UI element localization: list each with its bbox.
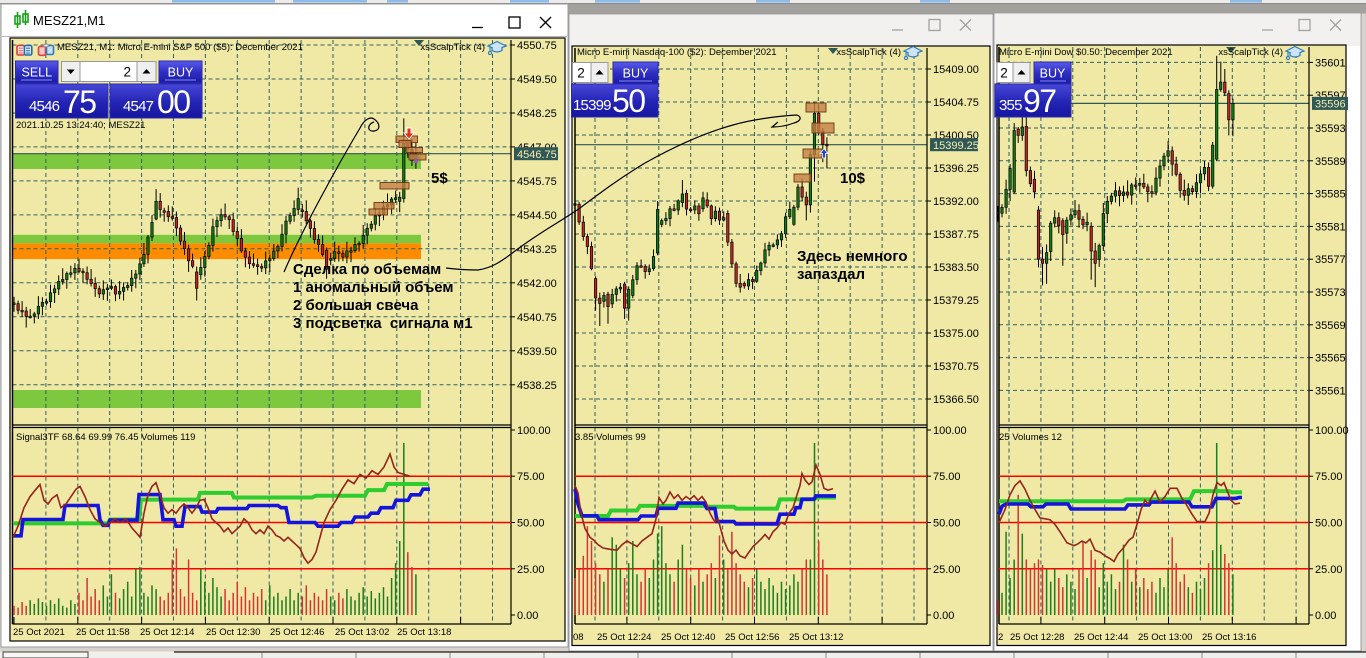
svg-text:BUY: BUY — [623, 67, 649, 81]
svg-text:0.00: 0.00 — [933, 610, 954, 622]
svg-text:355: 355 — [999, 97, 1022, 114]
svg-text:25 Oct 12:56: 25 Oct 12:56 — [725, 632, 779, 643]
svg-text:25 Oct 12:40: 25 Oct 12:40 — [661, 632, 715, 643]
svg-text:Signal3TF 68.64 69.99 76.45 Vo: Signal3TF 68.64 69.99 76.45 Volumes 119 — [16, 432, 195, 443]
svg-text:35581: 35581 — [1315, 221, 1346, 233]
svg-text:15396.25: 15396.25 — [933, 163, 979, 175]
svg-text:100.00: 100.00 — [933, 425, 967, 437]
svg-text:Micro E-mini Nasdaq-100 ($2):: Micro E-mini Nasdaq-100 ($2): December 2… — [577, 47, 777, 58]
svg-text:4548.25: 4548.25 — [517, 108, 557, 120]
svg-text:2: 2 — [998, 632, 1003, 643]
svg-text:25 Oct 12:30: 25 Oct 12:30 — [206, 627, 260, 638]
svg-text:15409.00: 15409.00 — [933, 64, 979, 76]
svg-text:25 Oct 13:18: 25 Oct 13:18 — [397, 627, 451, 638]
svg-text:35589: 35589 — [1315, 156, 1346, 168]
svg-text:MESZ21,M1: MESZ21,M1 — [33, 13, 105, 28]
svg-text:4539.50: 4539.50 — [517, 346, 557, 358]
svg-text:4538.25: 4538.25 — [517, 380, 557, 392]
svg-text:MESZ21, M1: Micro E-mini S&P: MESZ21, M1: Micro E-mini S&P 500 ($5): D… — [57, 42, 303, 53]
svg-text:15366.50: 15366.50 — [933, 394, 979, 406]
svg-text:15399.25: 15399.25 — [933, 140, 979, 152]
svg-text:15370.75: 15370.75 — [933, 361, 979, 373]
svg-text:25 Volumes 12: 25 Volumes 12 — [999, 432, 1062, 443]
svg-text:0.00: 0.00 — [1315, 610, 1336, 622]
svg-text:4550.75: 4550.75 — [517, 40, 557, 52]
svg-text:75: 75 — [63, 84, 96, 120]
svg-text:25 Oct 12:14: 25 Oct 12:14 — [140, 627, 194, 638]
svg-text:75.00: 75.00 — [517, 471, 545, 483]
svg-text:50.00: 50.00 — [517, 518, 545, 530]
svg-text:25.00: 25.00 — [933, 564, 961, 576]
svg-text:08: 08 — [573, 632, 584, 643]
svg-text:2021.10.25 13:24:40; MESZ21: 2021.10.25 13:24:40; MESZ21 — [16, 120, 145, 131]
svg-text:3 подсветка сигнала м1: 3 подсветка сигнала м1 — [293, 315, 473, 332]
svg-text:15383.50: 15383.50 — [933, 262, 979, 274]
svg-text:25 Oct 13:00: 25 Oct 13:00 — [1138, 632, 1192, 643]
svg-text:2: 2 — [1000, 66, 1008, 81]
svg-text:00: 00 — [157, 84, 190, 120]
svg-text:xsScalpTick (4): xsScalpTick (4) — [420, 42, 485, 53]
svg-text:25 Oct 13:02: 25 Oct 13:02 — [335, 627, 389, 638]
svg-text:25 Oct 2021: 25 Oct 2021 — [13, 627, 65, 638]
svg-text:BUY: BUY — [168, 66, 194, 80]
svg-text:1 аномальный объем: 1 аномальный объем — [293, 279, 454, 296]
svg-text:4545.75: 4545.75 — [517, 176, 557, 188]
svg-text:100.00: 100.00 — [517, 425, 551, 437]
svg-text:25 Oct 12:28: 25 Oct 12:28 — [1010, 632, 1064, 643]
svg-text:50.00: 50.00 — [1315, 518, 1343, 530]
svg-text:Здесь немного: Здесь немного — [797, 248, 908, 265]
svg-text:10$: 10$ — [840, 170, 866, 187]
svg-text:2 большая свеча: 2 большая свеча — [293, 297, 419, 314]
svg-text:25 Oct 13:16: 25 Oct 13:16 — [1202, 632, 1256, 643]
svg-text:15399: 15399 — [573, 97, 611, 114]
svg-text:5$: 5$ — [431, 170, 448, 187]
svg-text:4542.00: 4542.00 — [517, 278, 557, 290]
svg-text:35593: 35593 — [1315, 123, 1346, 135]
svg-text:4546: 4546 — [29, 98, 60, 115]
svg-text:4540.75: 4540.75 — [517, 312, 557, 324]
svg-text:25 Oct 12:24: 25 Oct 12:24 — [597, 632, 651, 643]
svg-text:35573: 35573 — [1315, 287, 1346, 299]
svg-text:50: 50 — [612, 83, 645, 119]
svg-text:4549.50: 4549.50 — [517, 74, 557, 86]
svg-text:15387.75: 15387.75 — [933, 229, 979, 241]
svg-text:0.00: 0.00 — [517, 610, 538, 622]
svg-text:25 Oct 12:46: 25 Oct 12:46 — [270, 627, 324, 638]
svg-text:35577: 35577 — [1315, 254, 1346, 266]
svg-text:4547: 4547 — [123, 98, 154, 115]
svg-text:Сделка по объемам: Сделка по объемам — [293, 261, 441, 278]
svg-text:75.00: 75.00 — [933, 471, 961, 483]
svg-text:35561: 35561 — [1315, 385, 1346, 397]
svg-text:4543.25: 4543.25 — [517, 244, 557, 256]
svg-text:25 Oct 12:44: 25 Oct 12:44 — [1074, 632, 1128, 643]
svg-text:100.00: 100.00 — [1315, 425, 1349, 437]
svg-text:2: 2 — [577, 66, 585, 81]
svg-text:35585: 35585 — [1315, 189, 1346, 201]
svg-text:25 Oct 11:58: 25 Oct 11:58 — [76, 627, 130, 638]
svg-text:35596: 35596 — [1315, 99, 1346, 111]
svg-text:4544.50: 4544.50 — [517, 210, 557, 222]
svg-text:25 Oct 13:12: 25 Oct 13:12 — [789, 632, 843, 643]
svg-text:35565: 35565 — [1315, 353, 1346, 365]
svg-text:97: 97 — [1023, 83, 1056, 119]
svg-text:2: 2 — [123, 65, 131, 80]
svg-text:запаздал: запаздал — [797, 266, 865, 283]
svg-text:15404.75: 15404.75 — [933, 97, 979, 109]
svg-text:50.00: 50.00 — [933, 518, 961, 530]
svg-text:Micro E-mini Dow $0.50: Decemb: Micro E-mini Dow $0.50: December 2021 — [999, 47, 1173, 58]
svg-text:25.00: 25.00 — [1315, 564, 1343, 576]
svg-text:35569: 35569 — [1315, 320, 1346, 332]
svg-text:3.85 Volumes 99: 3.85 Volumes 99 — [575, 432, 646, 443]
svg-text:4546.75: 4546.75 — [517, 149, 557, 161]
svg-text:15379.25: 15379.25 — [933, 295, 979, 307]
svg-text:xsScalpTick (4): xsScalpTick (4) — [836, 47, 901, 58]
svg-text:15375.00: 15375.00 — [933, 328, 979, 340]
svg-text:15392.00: 15392.00 — [933, 196, 979, 208]
svg-text:xsScalpTick (4): xsScalpTick (4) — [1218, 47, 1283, 58]
svg-text:25.00: 25.00 — [517, 564, 545, 576]
svg-text:SELL: SELL — [22, 66, 53, 80]
svg-text:75.00: 75.00 — [1315, 471, 1343, 483]
svg-text:BUY: BUY — [1040, 67, 1066, 81]
svg-text:35601: 35601 — [1315, 57, 1346, 69]
